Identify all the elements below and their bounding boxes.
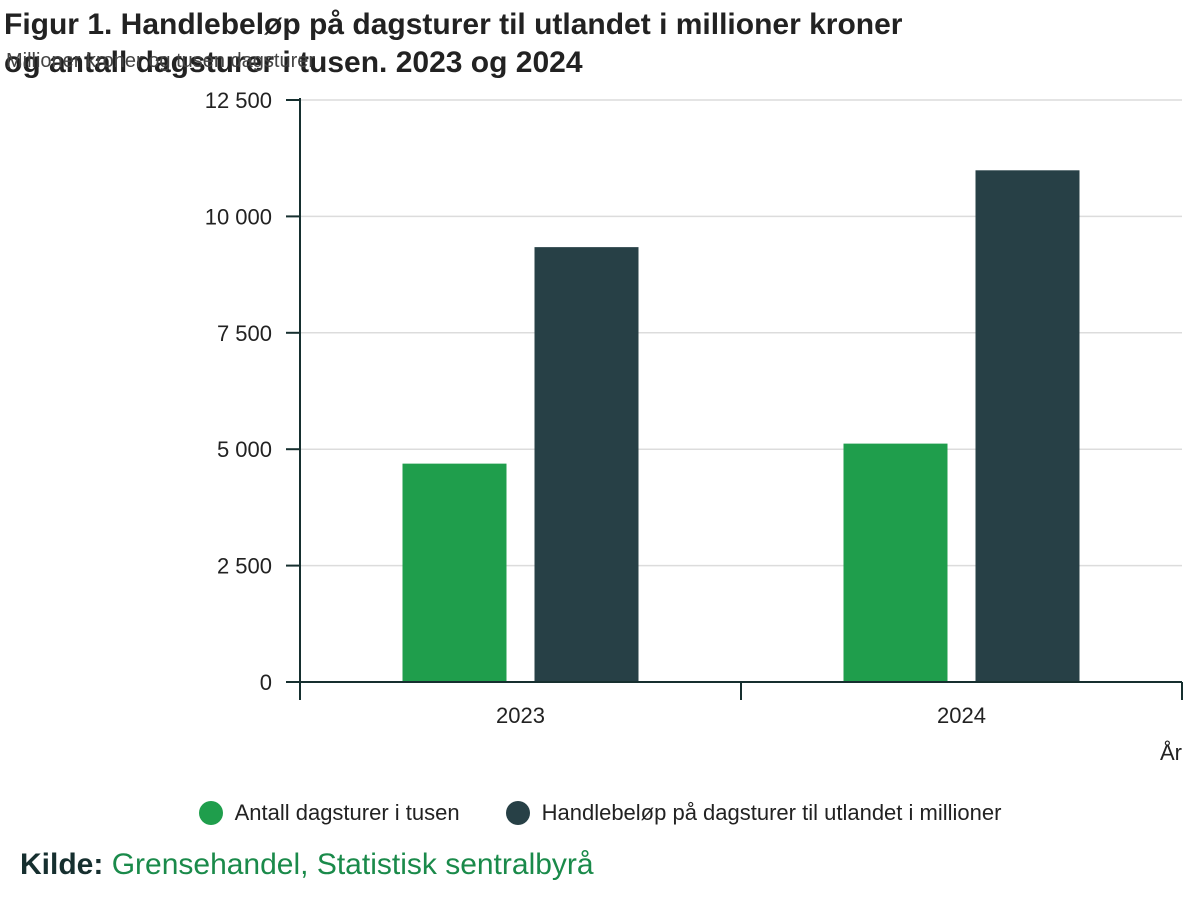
legend-label: Antall dagsturer i tusen — [234, 800, 460, 825]
axes — [286, 98, 1183, 700]
y-tick-label: 7 500 — [217, 321, 272, 346]
legend: Antall dagsturer i tusen Handlebeløp på d… — [0, 800, 1200, 826]
bar-2023-series-2[interactable] — [534, 247, 639, 683]
x-tick-label: 2023 — [496, 703, 545, 728]
y-tick-label: 2 500 — [217, 554, 272, 579]
chart-title: Figur 1. Handlebeløp på dagsturer til ut… — [4, 8, 903, 79]
legend-item-2[interactable]: Handlebeløp på dagsturer til utlandet i … — [505, 800, 1002, 826]
y-axis-label: Millioner kroner og tusen dagsturer — [6, 50, 316, 72]
bar-2024-series-1[interactable] — [843, 443, 948, 682]
source-line: Kilde: Grensehandel, Statistisk sentralb… — [20, 848, 594, 882]
legend-label: Handlebeløp på dagsturer til utlandet i … — [541, 800, 1002, 825]
bar-2023-series-1[interactable] — [402, 463, 507, 682]
y-tick-label: 5 000 — [217, 437, 272, 462]
source-link[interactable]: Grensehandel, Statistisk sentralbyrå — [111, 848, 594, 881]
legend-swatch — [505, 801, 530, 825]
bar-2024-series-2[interactable] — [975, 170, 1080, 682]
x-tick-label: 2024 — [937, 703, 986, 728]
bar-chart: 0 2 500 5 000 7 500 10 000 12 500 2023 2024 År — [205, 88, 1183, 765]
tick-labels: 0 2 500 5 000 7 500 10 000 12 500 2023 2024 År — [205, 88, 1182, 765]
bars — [402, 170, 1080, 683]
y-tick-label: 12 500 — [205, 88, 272, 113]
source-label: Kilde: — [20, 848, 104, 881]
y-tick-label: 10 000 — [205, 204, 272, 229]
legend-swatch — [198, 801, 223, 825]
y-tick-label: 0 — [260, 670, 272, 695]
x-axis-label: År — [1160, 740, 1182, 765]
legend-item-1[interactable]: Antall dagsturer i tusen — [198, 800, 460, 826]
